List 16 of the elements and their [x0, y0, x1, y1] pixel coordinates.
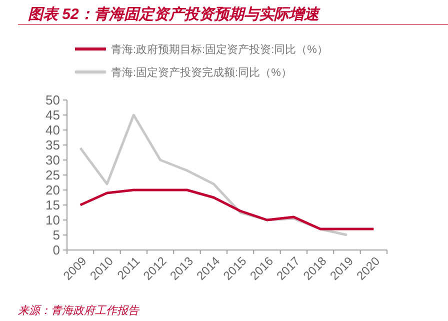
y-tick-label: 50 [46, 92, 60, 108]
y-tick-label: 45 [46, 108, 60, 122]
y-tick-label: 25 [46, 168, 60, 182]
y-tick-label: 40 [46, 122, 60, 138]
y-tick-label: 30 [46, 152, 60, 168]
chart-title: 图表 52：青海固定资产投资预期与实际增速 [28, 5, 321, 23]
y-tick-label: 15 [46, 198, 60, 212]
legend-label: 青海:固定资产投资完成额:同比（%） [111, 66, 292, 79]
y-tick-label: 5 [52, 228, 60, 242]
line-series [79, 188, 375, 230]
y-tick-label: 10 [46, 212, 60, 228]
y-tick-label: 0 [52, 242, 60, 258]
source-note: 来源：青海政府工作报告 [18, 304, 140, 317]
y-tick-label: 20 [46, 182, 60, 198]
legend-label: 青海:政府预期目标:固定资产投资:同比（%） [111, 43, 328, 56]
y-tick-label: 35 [46, 138, 60, 152]
